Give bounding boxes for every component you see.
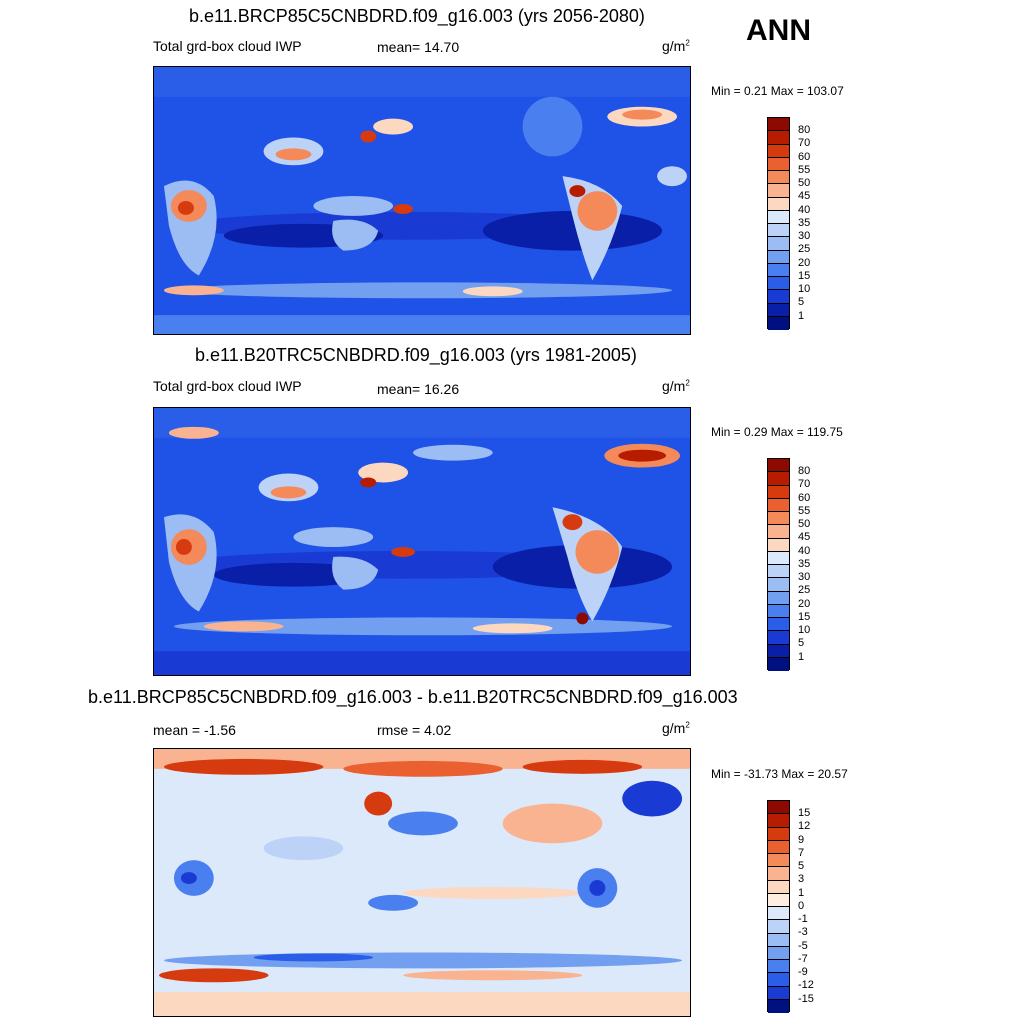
cbar-tick: -3 — [798, 926, 808, 938]
panel3-mean: mean = -1.56 — [153, 722, 236, 738]
cbar-tick: 5 — [798, 860, 805, 872]
cbar-tick: 15 — [798, 807, 811, 819]
panel3-rmse: rmse = 4.02 — [377, 722, 452, 738]
cbar-tick: 55 — [798, 505, 811, 517]
panel1-map — [153, 66, 691, 335]
cbar-tick: 25 — [798, 243, 811, 255]
panel3-minmax: Min = -31.73 Max = 20.57 — [711, 767, 848, 781]
cbar-tick: 1 — [798, 887, 805, 899]
cbar-tick: 35 — [798, 558, 811, 570]
cbar-tick: 5 — [798, 637, 805, 649]
panel2-mean: mean= 16.26 — [377, 381, 460, 397]
panel1-units: g/m2 — [662, 38, 690, 54]
cbar-tick: 20 — [798, 598, 811, 610]
cbar-tick: 45 — [798, 531, 811, 543]
cbar-tick: 35 — [798, 217, 811, 229]
panel2-minmax: Min = 0.29 Max = 119.75 — [711, 425, 843, 439]
cbar-tick: 10 — [798, 283, 811, 295]
cbar-tick: 70 — [798, 478, 811, 490]
panel3-units: g/m2 — [662, 720, 690, 736]
cbar-tick: 3 — [798, 873, 805, 885]
cbar-tick: 70 — [798, 137, 811, 149]
cbar-tick: 20 — [798, 257, 811, 269]
cbar-tick: 30 — [798, 230, 811, 242]
cbar-tick: 1 — [798, 651, 805, 663]
cbar-tick: 10 — [798, 624, 811, 636]
panel2-field-label: Total grd-box cloud IWP — [153, 378, 302, 394]
cbar-tick: -5 — [798, 940, 808, 952]
cbar-tick: -7 — [798, 953, 808, 965]
panel2-title: b.e11.B20TRC5CNBDRD.f09_g16.003 (yrs 198… — [195, 345, 637, 365]
panel1-title: b.e11.BRCP85C5CNBDRD.f09_g16.003 (yrs 20… — [189, 6, 645, 26]
cbar-tick: 7 — [798, 847, 805, 859]
panel1-colorbar — [767, 117, 790, 330]
cbar-tick: 50 — [798, 177, 811, 189]
cbar-tick: -12 — [798, 979, 814, 991]
panel3-title: b.e11.BRCP85C5CNBDRD.f09_g16.003 - b.e11… — [88, 687, 738, 707]
cbar-tick: 55 — [798, 164, 811, 176]
cbar-tick: -15 — [798, 993, 814, 1005]
cbar-tick: 40 — [798, 204, 811, 216]
cbar-tick: 0 — [798, 900, 805, 912]
cbar-tick: 1 — [798, 310, 805, 322]
panel2-colorbar — [767, 458, 790, 671]
season-label: ANN — [746, 14, 811, 47]
cbar-tick: 60 — [798, 492, 811, 504]
cbar-tick: 40 — [798, 545, 811, 557]
cbar-tick: 45 — [798, 190, 811, 202]
cbar-tick: 25 — [798, 584, 811, 596]
cbar-tick: 50 — [798, 518, 811, 530]
cbar-tick: 15 — [798, 270, 811, 282]
panel3-map — [153, 748, 691, 1017]
cbar-tick: -9 — [798, 966, 808, 978]
panel1-mean: mean= 14.70 — [377, 39, 460, 55]
cbar-tick: 30 — [798, 571, 811, 583]
panel2-map — [153, 407, 691, 676]
cbar-tick: 9 — [798, 834, 805, 846]
cbar-tick: 80 — [798, 124, 811, 136]
cbar-tick: 60 — [798, 151, 811, 163]
cbar-tick: 80 — [798, 465, 811, 477]
panel3-colorbar — [767, 800, 790, 1013]
panel1-minmax: Min = 0.21 Max = 103.07 — [711, 84, 844, 98]
panel1-field-label: Total grd-box cloud IWP — [153, 38, 302, 54]
cbar-tick: 5 — [798, 296, 805, 308]
cbar-tick: 12 — [798, 820, 811, 832]
cbar-tick: -1 — [798, 913, 808, 925]
panel2-units: g/m2 — [662, 378, 690, 394]
cbar-tick: 15 — [798, 611, 811, 623]
